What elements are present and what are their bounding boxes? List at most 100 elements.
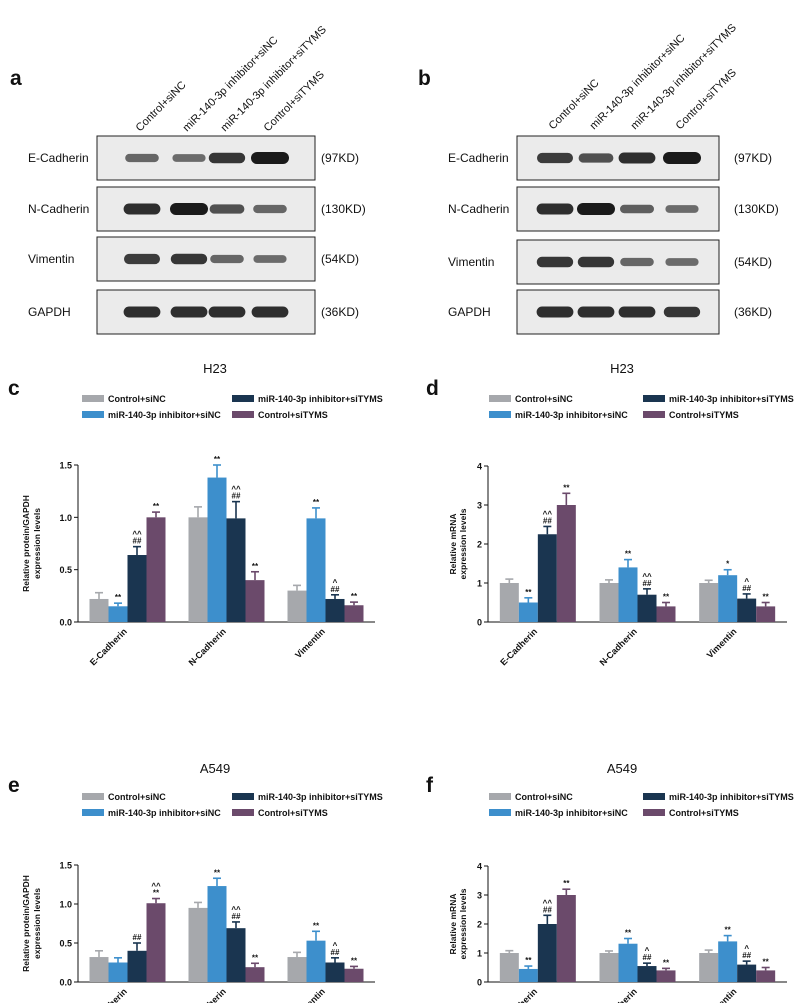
bar-chart-panel-c: c H23 Control+siNC miR-140-3p inhibitor+siN… xyxy=(8,361,383,668)
legend-label: Control+siTYMS xyxy=(669,410,739,420)
legend-label: miR-140-3p inhibitor+siNC xyxy=(108,808,221,818)
significance-label: ## xyxy=(133,537,142,546)
y-axis-label: Relative mRNA xyxy=(448,514,458,575)
significance-label: ** xyxy=(252,562,259,571)
bar xyxy=(245,967,265,982)
protein-band xyxy=(125,153,159,163)
significance-label: ** xyxy=(214,455,221,464)
x-category-label: E-Cadherin xyxy=(88,626,129,667)
protein-band xyxy=(578,153,614,163)
protein-label: Vimentin xyxy=(448,255,494,269)
bar xyxy=(499,583,519,622)
y-tick-label: 2 xyxy=(477,920,482,930)
y-axis-label: expression levels xyxy=(32,888,42,959)
legend-swatch xyxy=(489,793,511,800)
protein-band xyxy=(577,203,615,215)
protein-label: N-Cadherin xyxy=(448,202,509,216)
bar xyxy=(226,928,246,982)
protein-label: E-Cadherin xyxy=(448,151,509,165)
legend-label: miR-140-3p inhibitor+siNC xyxy=(515,410,628,420)
panel-letter: e xyxy=(8,774,20,797)
molecular-weight-label: (130KD) xyxy=(734,202,779,216)
protein-band xyxy=(577,256,615,268)
bar-chart-panel-e: e A549 Control+siNC miR-140-3p inhibitor+si… xyxy=(8,761,383,1003)
significance-label: ** xyxy=(563,483,570,492)
protein-band xyxy=(536,256,574,268)
bar xyxy=(207,477,227,622)
significance-label: ** xyxy=(663,593,670,602)
significance-label: ## xyxy=(742,584,751,593)
significance-label: ^ xyxy=(333,578,338,587)
legend-swatch xyxy=(489,411,511,418)
legend-swatch xyxy=(232,793,254,800)
molecular-weight-label: (36KD) xyxy=(321,305,359,319)
legend-swatch xyxy=(82,793,104,800)
bar xyxy=(287,590,307,622)
protein-label: E-Cadherin xyxy=(28,151,89,165)
legend-swatch xyxy=(489,809,511,816)
y-axis-label: Relative protein/GAPDH xyxy=(21,495,31,592)
significance-label: ## xyxy=(232,912,241,921)
legend-label: miR-140-3p inhibitor+siNC xyxy=(515,808,628,818)
legend-label: Control+siNC xyxy=(108,792,166,802)
bar xyxy=(108,962,128,982)
x-category-label: Vimentin xyxy=(293,626,327,660)
protein-band xyxy=(537,152,573,164)
significance-label: ^ xyxy=(645,946,650,955)
protein-band xyxy=(665,205,699,213)
bar xyxy=(737,598,757,622)
bar xyxy=(226,518,246,622)
significance-label: ^^ xyxy=(543,509,553,518)
legend-swatch xyxy=(643,411,665,418)
x-category-label: E-Cadherin xyxy=(498,626,539,667)
legend-swatch xyxy=(232,395,254,402)
protein-band xyxy=(170,203,208,215)
molecular-weight-label: (54KD) xyxy=(734,255,772,269)
bar xyxy=(737,964,757,982)
protein-band xyxy=(251,152,289,164)
chart-title: H23 xyxy=(203,361,227,376)
legend-swatch xyxy=(643,793,665,800)
legend-label: miR-140-3p inhibitor+siNC xyxy=(108,410,221,420)
panel-letter: f xyxy=(426,774,434,797)
bar xyxy=(108,606,128,622)
x-category-label: E-Cadherin xyxy=(498,986,539,1003)
protein-band xyxy=(536,306,574,318)
protein-band xyxy=(620,204,654,214)
y-tick-label: 1.0 xyxy=(59,513,72,523)
bar xyxy=(344,968,364,982)
bar xyxy=(325,598,345,622)
bar xyxy=(146,517,166,622)
y-tick-label: 0.5 xyxy=(59,565,72,575)
bar xyxy=(618,943,638,982)
y-tick-label: 2 xyxy=(477,540,482,550)
y-tick-label: 1.0 xyxy=(59,900,72,910)
x-category-label: N-Cadherin xyxy=(187,626,228,667)
y-tick-label: 1.5 xyxy=(59,861,72,871)
chart-title: H23 xyxy=(610,361,634,376)
protein-band xyxy=(253,204,287,214)
legend-swatch xyxy=(489,395,511,402)
legend-swatch xyxy=(82,395,104,402)
protein-band xyxy=(618,152,656,164)
protein-band xyxy=(123,306,161,318)
significance-label: ** xyxy=(763,593,770,602)
bar-chart-panel-f: f A549 Control+siNC miR-140-3p inhibitor+si… xyxy=(426,761,794,1003)
significance-label: ^^ xyxy=(231,485,241,494)
legend-swatch xyxy=(643,809,665,816)
protein-band xyxy=(170,253,208,265)
significance-label: ## xyxy=(331,948,340,957)
protein-band xyxy=(251,306,289,318)
significance-label: ## xyxy=(543,516,552,525)
y-tick-label: 4 xyxy=(477,862,482,872)
bar xyxy=(146,903,166,982)
panel-letter: a xyxy=(10,67,22,90)
significance-label: ## xyxy=(133,933,142,942)
significance-label: ** xyxy=(525,956,532,965)
bar xyxy=(89,598,109,622)
y-tick-label: 1.5 xyxy=(59,461,72,471)
bar xyxy=(518,602,538,622)
protein-band xyxy=(663,152,701,164)
legend-swatch xyxy=(232,809,254,816)
